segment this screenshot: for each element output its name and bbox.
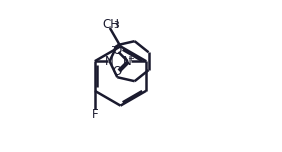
Text: +: + bbox=[127, 54, 135, 63]
Text: N: N bbox=[105, 55, 114, 68]
Text: CH: CH bbox=[103, 18, 120, 31]
Text: O: O bbox=[112, 44, 122, 57]
Text: −: − bbox=[111, 42, 119, 52]
Text: F: F bbox=[91, 108, 98, 121]
Text: N: N bbox=[123, 55, 132, 68]
Text: 3: 3 bbox=[113, 21, 119, 30]
Text: O: O bbox=[112, 65, 122, 78]
